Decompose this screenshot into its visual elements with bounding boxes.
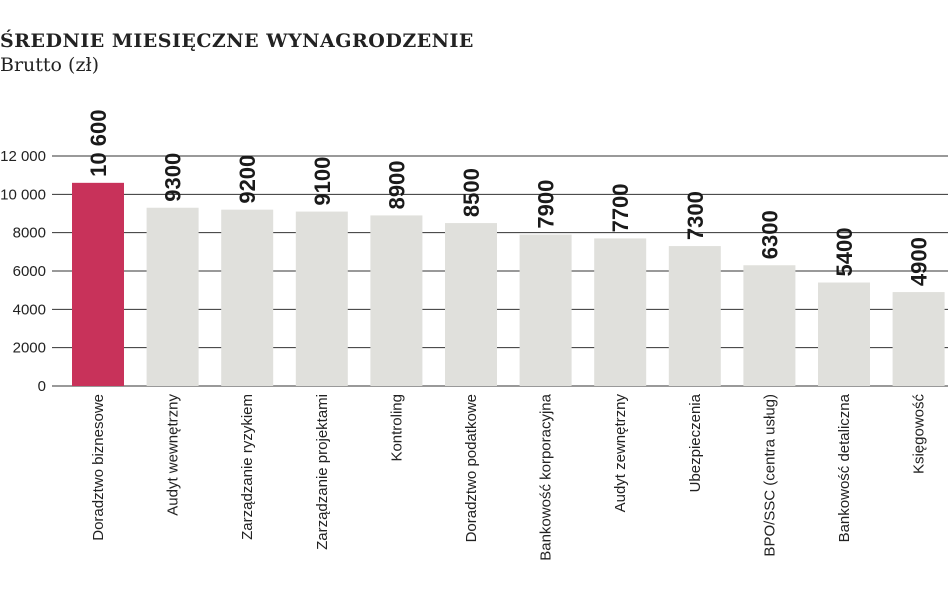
value-label: 9100 bbox=[310, 157, 335, 206]
bar bbox=[295, 211, 348, 386]
category-label: BPO/SSC (centra usług) bbox=[761, 394, 778, 557]
category-label: Audyt zewnętrzny bbox=[612, 394, 629, 513]
value-label: 4900 bbox=[907, 237, 932, 286]
category-label: Kontroling bbox=[388, 394, 405, 462]
bar bbox=[519, 234, 572, 386]
chart-title-block: Średnie miesięczne wynagrodzenie Brutto … bbox=[0, 30, 474, 76]
value-label: 5400 bbox=[832, 228, 857, 277]
y-tick-label: 12 000 bbox=[0, 148, 46, 165]
category-label: Księgowość bbox=[911, 394, 928, 475]
y-axis-ticks: 0 2000 4000 6000 8000 10 000 12 000 bbox=[0, 148, 46, 395]
value-label: 10 600 bbox=[86, 110, 111, 177]
value-label: 9300 bbox=[161, 153, 186, 202]
value-label: 9200 bbox=[235, 155, 260, 204]
category-label: Ubezpieczenia bbox=[687, 393, 704, 492]
bar bbox=[146, 207, 199, 386]
bar bbox=[445, 223, 497, 386]
value-label: 7300 bbox=[683, 191, 708, 240]
bars bbox=[72, 182, 945, 386]
bar bbox=[892, 292, 945, 386]
y-tick-label: 6000 bbox=[13, 263, 46, 280]
y-tick-label: 8000 bbox=[13, 225, 46, 242]
value-label: 8500 bbox=[459, 168, 484, 217]
bar bbox=[668, 246, 721, 386]
bar bbox=[72, 182, 124, 386]
grid-lines bbox=[52, 155, 948, 387]
value-labels: 10 600 9300 9200 9100 8900 8500 7900 7700 7300 63… bbox=[86, 110, 932, 287]
value-label: 7700 bbox=[608, 183, 633, 232]
bar bbox=[743, 265, 796, 386]
category-label: Doradztwo podatkowe bbox=[463, 394, 480, 542]
chart-title: Średnie miesięczne wynagrodzenie bbox=[0, 30, 474, 52]
category-label: Zarządzanie ryzykiem bbox=[239, 394, 256, 540]
bar bbox=[818, 282, 870, 386]
value-label: 6300 bbox=[757, 210, 782, 259]
category-label: Doradztwo biznesowe bbox=[90, 394, 107, 541]
y-tick-label: 2000 bbox=[13, 340, 46, 357]
value-label: 8900 bbox=[384, 160, 409, 209]
category-label: Bankowość korporacyjna bbox=[538, 393, 555, 560]
y-tick-label: 10 000 bbox=[0, 186, 46, 203]
category-label: Audyt wewnętrzny bbox=[165, 394, 182, 516]
bar bbox=[594, 238, 647, 386]
category-label: Bankowość detaliczna bbox=[836, 393, 853, 542]
chart-subtitle: Brutto (zł) bbox=[0, 54, 100, 76]
y-tick-label: 4000 bbox=[13, 301, 46, 318]
bar bbox=[221, 209, 274, 386]
category-labels: Doradztwo biznesowe Audyt wewnętrzny Zarzą… bbox=[90, 393, 928, 560]
y-tick-label: 0 bbox=[38, 378, 46, 395]
category-label: Zarządzanie projektami bbox=[314, 394, 331, 550]
bar bbox=[370, 215, 423, 386]
value-label: 7900 bbox=[534, 180, 559, 229]
